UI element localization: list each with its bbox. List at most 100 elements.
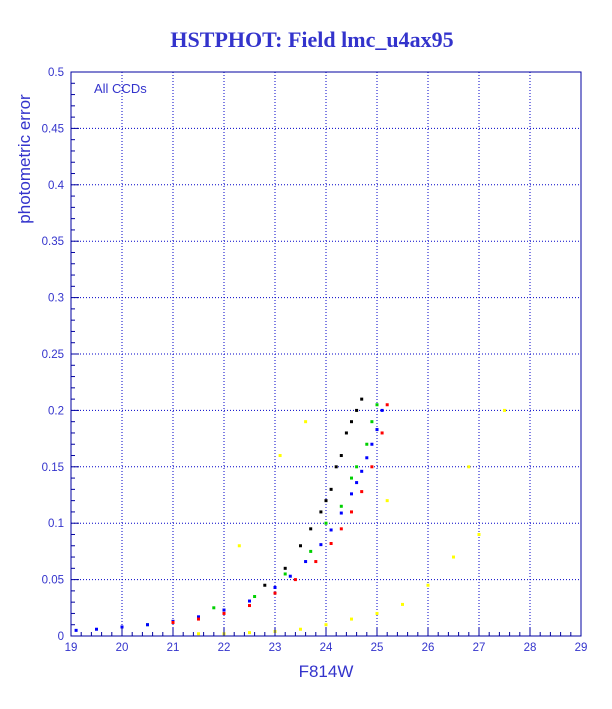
data-point (248, 631, 251, 635)
data-point (324, 521, 328, 525)
y-tick-label: 0.35 (42, 236, 64, 248)
x-tick-label: 29 (575, 642, 588, 654)
data-point (370, 420, 374, 424)
data-point (222, 611, 226, 615)
data-point (503, 408, 506, 412)
data-point (344, 431, 348, 435)
data-point (385, 499, 389, 503)
data-point (334, 465, 338, 469)
data-point (319, 543, 323, 547)
data-point (304, 560, 308, 564)
data-point (339, 504, 343, 508)
axis-ticks (70, 71, 582, 637)
y-tick-label: 0.2 (48, 405, 64, 417)
data-point (237, 544, 241, 548)
data-point (339, 454, 343, 458)
y-tick-label: 0.1 (48, 518, 64, 530)
x-tick-label: 22 (218, 642, 231, 654)
y-tick-label: 0 (58, 631, 64, 643)
chart-title: HSTPHOT: Field lmc_u4ax95 (170, 27, 453, 52)
y-axis-label: photometric error (15, 94, 34, 224)
data-point (370, 465, 374, 469)
data-point (120, 625, 124, 629)
x-tick-label: 26 (422, 642, 435, 654)
point-series (171, 403, 389, 624)
data-point (375, 428, 379, 432)
data-point (304, 420, 308, 424)
data-point (477, 532, 481, 536)
data-point (263, 583, 267, 587)
x-tick-label: 24 (320, 642, 333, 654)
data-point (278, 454, 282, 458)
annotation-text: All CCDs (94, 81, 147, 96)
data-point (329, 528, 333, 532)
y-tick-label: 0.5 (48, 67, 64, 79)
x-tick-label: 28 (524, 642, 537, 654)
data-point (299, 544, 302, 548)
y-tick-label: 0.05 (42, 575, 64, 587)
data-point (360, 490, 364, 494)
data-point (324, 623, 328, 627)
data-point (299, 627, 302, 631)
data-point (360, 469, 364, 473)
data-point (319, 510, 323, 514)
data-point (365, 442, 369, 446)
data-point (339, 511, 343, 515)
data-point (380, 408, 384, 412)
data-point (365, 456, 369, 460)
y-tick-label: 0.4 (48, 180, 65, 192)
data-point (360, 397, 364, 401)
data-point (350, 510, 353, 514)
data-point (426, 583, 430, 587)
data-point (288, 574, 292, 578)
data-point (273, 591, 277, 595)
data-point (222, 608, 226, 612)
data-point (380, 431, 384, 435)
data-point (248, 599, 251, 603)
data-points (74, 397, 506, 636)
data-point (273, 585, 277, 589)
data-point (355, 465, 359, 469)
data-point (355, 481, 359, 485)
x-tick-label: 19 (65, 642, 78, 654)
x-tick-label: 21 (167, 642, 180, 654)
data-point (375, 403, 379, 407)
x-tick-labels: 19 20 21 22 23 24 25 26 27 28 29 (65, 642, 588, 654)
x-tick-label: 20 (116, 642, 129, 654)
data-point (452, 555, 455, 559)
data-point (309, 527, 313, 531)
data-point (329, 542, 333, 546)
x-tick-label: 27 (473, 642, 486, 654)
data-point (401, 602, 404, 606)
data-point (350, 617, 353, 621)
data-point (197, 617, 200, 621)
x-tick-label: 23 (269, 642, 282, 654)
y-tick-label: 0.45 (42, 123, 64, 135)
data-point (355, 408, 359, 412)
data-point (467, 465, 471, 469)
data-point (74, 628, 78, 632)
point-series (74, 408, 384, 632)
x-axis-label: F814W (299, 662, 354, 681)
data-point (95, 627, 98, 631)
data-point (350, 476, 353, 480)
data-point (329, 487, 333, 491)
data-point (212, 606, 216, 610)
data-point (293, 578, 297, 582)
data-point (197, 615, 200, 619)
data-point (253, 595, 257, 599)
x-tick-label: 25 (371, 642, 384, 654)
data-point (314, 560, 318, 564)
data-point (385, 403, 389, 407)
data-point (370, 442, 374, 446)
y-tick-label: 0.3 (48, 293, 64, 305)
data-point (248, 604, 251, 608)
data-point (171, 620, 175, 624)
data-point (339, 527, 343, 531)
point-series (263, 397, 364, 587)
data-point (324, 499, 328, 503)
data-point (146, 623, 149, 627)
data-point (283, 566, 287, 570)
